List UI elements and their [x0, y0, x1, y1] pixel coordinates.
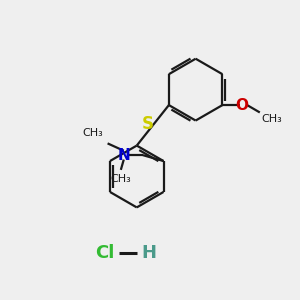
Text: N: N	[117, 148, 130, 163]
Text: O: O	[236, 98, 249, 112]
Text: S: S	[142, 115, 154, 133]
Text: CH₃: CH₃	[261, 114, 282, 124]
Text: CH₃: CH₃	[110, 174, 131, 184]
Text: CH₃: CH₃	[82, 128, 103, 138]
Text: H: H	[141, 244, 156, 262]
Text: Cl: Cl	[95, 244, 115, 262]
